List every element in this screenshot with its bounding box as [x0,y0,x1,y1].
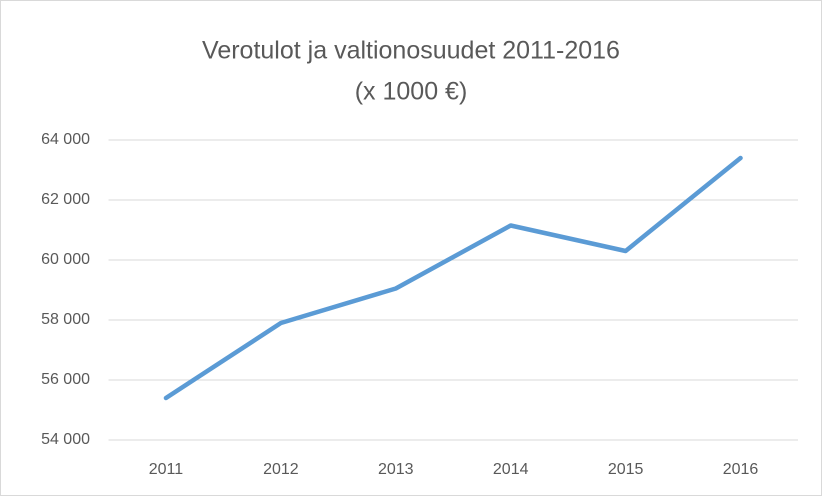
y-tick-label: 58 000 [41,311,90,328]
x-tick-label: 2013 [378,461,414,478]
y-tick-label: 60 000 [41,251,90,268]
y-tick-label: 62 000 [41,191,90,208]
x-tick-label: 2016 [723,461,759,478]
x-tick-label: 2014 [493,461,529,478]
y-tick-label: 56 000 [41,371,90,388]
x-tick-label: 2012 [263,461,299,478]
chart-title: Verotulot ja valtionosuudet 2011-2016 [202,37,620,65]
x-tick-label: 2011 [149,461,184,478]
x-tick-label: 2015 [608,461,644,478]
y-tick-label: 64 000 [41,131,90,148]
y-tick-label: 54 000 [41,431,90,448]
line-series [163,155,743,401]
chart-subtitle: (x 1000 €) [355,78,468,106]
